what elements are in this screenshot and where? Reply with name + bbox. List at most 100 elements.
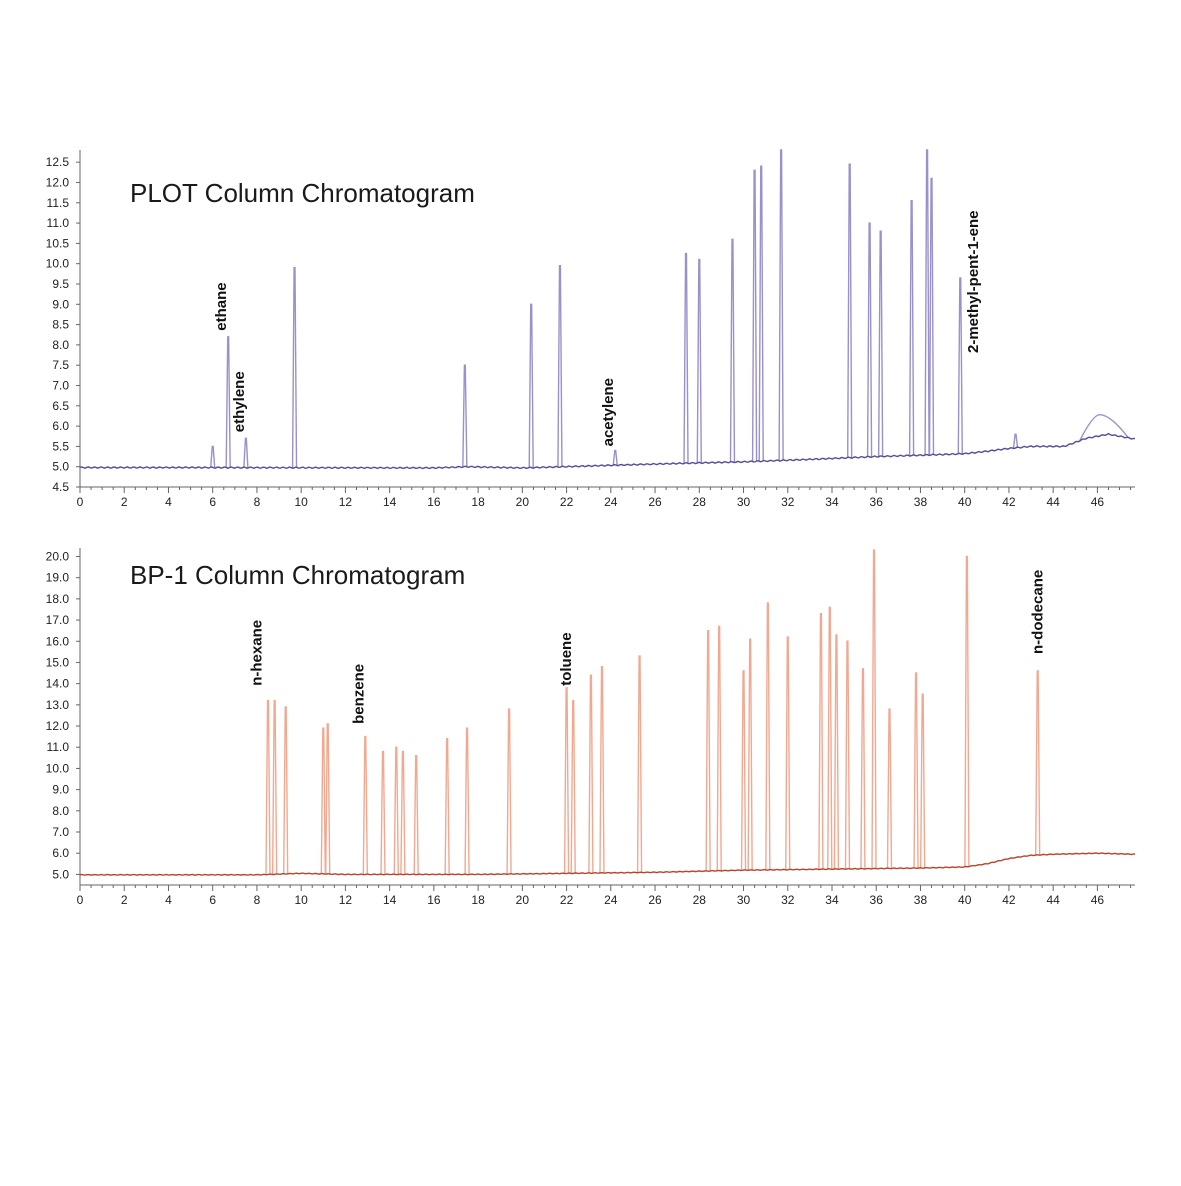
x-tick-label: 12 — [339, 495, 353, 509]
y-tick-label: 5.5 — [52, 439, 69, 453]
x-tick-label: 8 — [254, 893, 261, 907]
x-tick-label: 4 — [165, 495, 172, 509]
peak-16 — [877, 230, 884, 457]
x-tick-label: 24 — [604, 495, 618, 509]
y-tick-label: 10.0 — [46, 761, 70, 775]
y-tick-label: 13.0 — [46, 698, 70, 712]
peak-12 — [506, 708, 512, 875]
annotation-acetylene: acetylene — [600, 378, 617, 446]
x-tick-label: 46 — [1091, 495, 1105, 509]
peak-31 — [913, 672, 919, 869]
peak-6 — [380, 750, 386, 875]
x-tick-label: 32 — [781, 495, 795, 509]
peak-11 — [751, 169, 758, 462]
x-tick-label: 44 — [1046, 893, 1060, 907]
y-tick-label: 10.5 — [46, 236, 70, 250]
y-tick-label: 7.0 — [52, 825, 69, 839]
x-tick-label: 2 — [121, 495, 128, 509]
peak-12 — [758, 165, 764, 462]
x-tick-label: 44 — [1046, 495, 1060, 509]
peak-16 — [599, 665, 605, 873]
peak-17 — [908, 200, 915, 456]
x-tick-label: 28 — [693, 893, 707, 907]
y-tick-label: 4.5 — [52, 480, 69, 494]
y-tick-label: 12.0 — [46, 719, 70, 733]
x-tick-label: 6 — [209, 893, 216, 907]
peak-15 — [866, 222, 873, 457]
peak-7 — [393, 746, 399, 875]
x-tick-label: 30 — [737, 495, 751, 509]
y-tick-label: 8.5 — [52, 318, 69, 332]
y-tick-label: 6.0 — [52, 419, 69, 433]
y-tick-label: 6.0 — [52, 846, 69, 860]
peak-7 — [612, 449, 618, 466]
peak-18 — [924, 149, 930, 455]
y-tick-label: 7.0 — [52, 378, 69, 392]
peak-13 — [563, 687, 570, 874]
baseline-trace — [79, 852, 1136, 876]
peak-15 — [588, 674, 594, 874]
peak-25 — [827, 606, 833, 870]
peaks-group — [210, 149, 1129, 468]
peak-22 — [765, 602, 771, 870]
x-tick-label: 26 — [648, 495, 662, 509]
y-tick-label: 11.0 — [47, 740, 70, 754]
peak-1 — [271, 699, 278, 875]
x-tick-label: 36 — [870, 495, 884, 509]
peak-10 — [729, 238, 736, 463]
peak-20 — [957, 277, 963, 454]
chart-panel-0: 0 2 4 6 8 10 12 14 16 18 20 22 24 26 28 30 32 34 36 38 40 42 4… — [46, 149, 1136, 509]
y-tick-label: 10.0 — [46, 257, 70, 271]
y-tick-label: 5.0 — [52, 460, 69, 474]
x-tick-label: 18 — [471, 495, 485, 509]
y-tick-label: 11.5 — [47, 196, 70, 210]
y-tick-label: 8.0 — [52, 804, 69, 818]
y-tick-label: 19.0 — [46, 571, 70, 585]
x-tick-label: 10 — [294, 893, 308, 907]
x-tick-label: 16 — [427, 893, 441, 907]
x-tick-label: 34 — [825, 893, 839, 907]
peak-19 — [928, 177, 935, 455]
peak-9 — [696, 258, 702, 463]
annotation-2-methyl-pent-1-ene: 2-methyl-pent-1-ene — [965, 210, 982, 353]
peak-23 — [785, 636, 791, 870]
x-tick-label: 6 — [209, 495, 216, 509]
chart-title: PLOT Column Chromatogram — [130, 178, 475, 208]
peaks-group — [265, 549, 1041, 875]
y-tick-label: 9.0 — [52, 783, 69, 797]
x-tick-label: 42 — [1002, 893, 1016, 907]
peak-14 — [846, 163, 853, 458]
peak-28 — [860, 668, 866, 869]
baseline-trace — [79, 432, 1136, 470]
peak-33 — [964, 555, 970, 867]
annotation-n-hexane: n-hexane — [249, 620, 266, 686]
x-tick-label: 18 — [471, 893, 485, 907]
peak-8 — [683, 252, 689, 464]
y-tick-label: 9.5 — [52, 277, 69, 291]
peak-0 — [210, 445, 216, 468]
peak-24 — [818, 613, 824, 870]
x-tick-label: 38 — [914, 893, 928, 907]
x-tick-label: 16 — [427, 495, 441, 509]
chart-title: BP-1 Column Chromatogram — [130, 560, 465, 590]
x-tick-label: 34 — [825, 495, 839, 509]
peak-34 — [1034, 670, 1041, 856]
x-tick-label: 22 — [560, 495, 574, 509]
peak-1 — [225, 336, 231, 468]
x-tick-label: 4 — [165, 893, 172, 907]
x-tick-label: 30 — [737, 893, 751, 907]
y-tick-label: 12.5 — [46, 155, 70, 169]
y-tick-label: 5.0 — [52, 867, 69, 881]
y-tick-label: 15.0 — [46, 655, 70, 669]
x-tick-label: 0 — [77, 495, 84, 509]
y-tick-label: 12.0 — [46, 175, 70, 189]
y-tick-label: 14.0 — [46, 677, 70, 691]
peak-5 — [528, 303, 534, 468]
y-tick-label: 16.0 — [46, 634, 70, 648]
peak-2 — [283, 706, 289, 874]
y-tick-label: 18.0 — [46, 592, 70, 606]
peak-3 — [291, 267, 298, 468]
peak-14 — [570, 699, 576, 874]
